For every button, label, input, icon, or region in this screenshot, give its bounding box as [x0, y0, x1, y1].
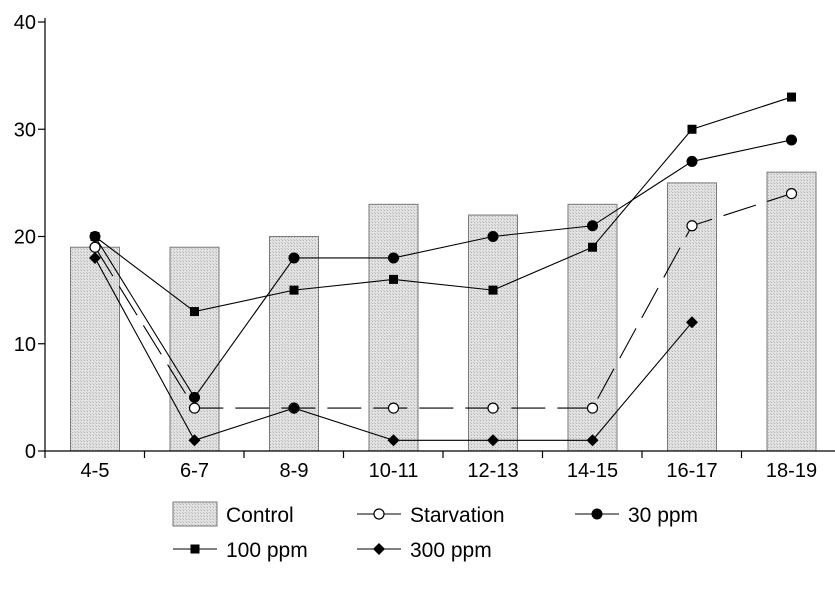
- x-tick-label: 8-9: [280, 460, 309, 482]
- point-100-ppm-8-9: [289, 285, 299, 295]
- y-tick-label: 20: [14, 227, 36, 249]
- point-100-ppm-6-7: [190, 307, 199, 317]
- series-line-starvation: [94, 193, 792, 409]
- series-line-30-ppm: [94, 139, 792, 399]
- legend-label-control: Control: [226, 504, 294, 527]
- point-30-ppm-14-15: [587, 220, 598, 232]
- legend-label-300-ppm: 300 ppm: [410, 539, 492, 562]
- point-300-ppm-14-15: [586, 434, 599, 447]
- bar-control-14-15: [567, 203, 618, 452]
- legend: Control Starvation 30 ppm 100 ppm 300 ppm: [172, 501, 698, 562]
- point-starvation-16-17: [686, 220, 698, 232]
- bar-control-10-11: [368, 203, 419, 452]
- legend-swatch-control: [172, 501, 218, 527]
- point-100-ppm-16-17: [687, 124, 697, 134]
- point-starvation-12-13: [487, 402, 499, 414]
- y-tick-label: 10: [14, 334, 36, 356]
- legend-label-starvation: Starvation: [410, 504, 505, 527]
- point-30-ppm-8-9: [288, 252, 300, 264]
- legend-item-100-ppm: 100 ppm: [173, 539, 308, 562]
- x-tick-label: 14-15: [567, 460, 618, 482]
- point-starvation-10-11: [387, 402, 400, 414]
- point-30-ppm-10-11: [388, 252, 399, 264]
- x-tick-label: 16-17: [666, 460, 717, 482]
- bars-layer: [70, 171, 817, 452]
- point-300-ppm-4-5: [89, 251, 101, 264]
- point-300-ppm-8-9: [288, 402, 300, 415]
- point-100-ppm-4-5: [90, 232, 100, 241]
- legend-label-100-ppm: 100 ppm: [226, 539, 308, 562]
- point-100-ppm-12-13: [488, 285, 498, 295]
- axes-layer: 0 10 20 30 40 4-5 6-7 8-9 10-11 12-13 14-15 16-17 18…: [14, 12, 835, 482]
- y-tick-label: 30: [14, 119, 36, 141]
- x-tick-label: 10-11: [369, 460, 419, 482]
- point-100-ppm-10-11: [389, 274, 398, 284]
- point-starvation-6-7: [188, 402, 201, 414]
- point-30-ppm-16-17: [686, 155, 698, 167]
- point-100-ppm-18-19: [787, 92, 796, 102]
- x-tick-label: 4-5: [81, 460, 110, 482]
- legend-item-starvation: Starvation: [357, 504, 505, 527]
- bar-control-12-13: [468, 214, 518, 452]
- bar-control-8-9: [269, 236, 319, 452]
- point-starvation-14-15: [586, 402, 599, 414]
- point-300-ppm-6-7: [188, 434, 201, 447]
- y-tick-label: 0: [25, 441, 36, 463]
- point-300-ppm-10-11: [387, 434, 400, 447]
- x-tick-label: 6-7: [180, 460, 209, 482]
- legend-item-300-ppm: 300 ppm: [357, 539, 492, 562]
- x-tick-label: 12-13: [467, 460, 518, 482]
- point-30-ppm-12-13: [487, 231, 499, 242]
- legend-marker-100-ppm: [190, 544, 200, 554]
- y-tick-label: 40: [14, 12, 36, 34]
- point-30-ppm-6-7: [189, 391, 200, 403]
- point-100-ppm-14-15: [588, 242, 597, 252]
- legend-label-30-ppm: 30 ppm: [628, 504, 698, 527]
- bar-control-18-19: [766, 171, 817, 452]
- legend-marker-300-ppm: [373, 543, 385, 555]
- lines-layer: [89, 92, 798, 447]
- x-tick-label: 18-19: [766, 460, 817, 482]
- point-starvation-4-5: [89, 241, 101, 253]
- series-line-100-ppm: [94, 96, 792, 313]
- legend-item-control: Control: [172, 501, 294, 527]
- legend-marker-30-ppm: [591, 508, 603, 520]
- point-300-ppm-12-13: [487, 434, 499, 447]
- legend-item-30-ppm: 30 ppm: [575, 504, 698, 527]
- point-300-ppm-16-17: [686, 316, 698, 329]
- point-30-ppm-18-19: [786, 134, 797, 146]
- point-starvation-18-19: [785, 188, 798, 200]
- legend-marker-starvation: [373, 508, 385, 520]
- bar-control-4-5: [70, 246, 120, 452]
- bar-control-6-7: [169, 246, 220, 452]
